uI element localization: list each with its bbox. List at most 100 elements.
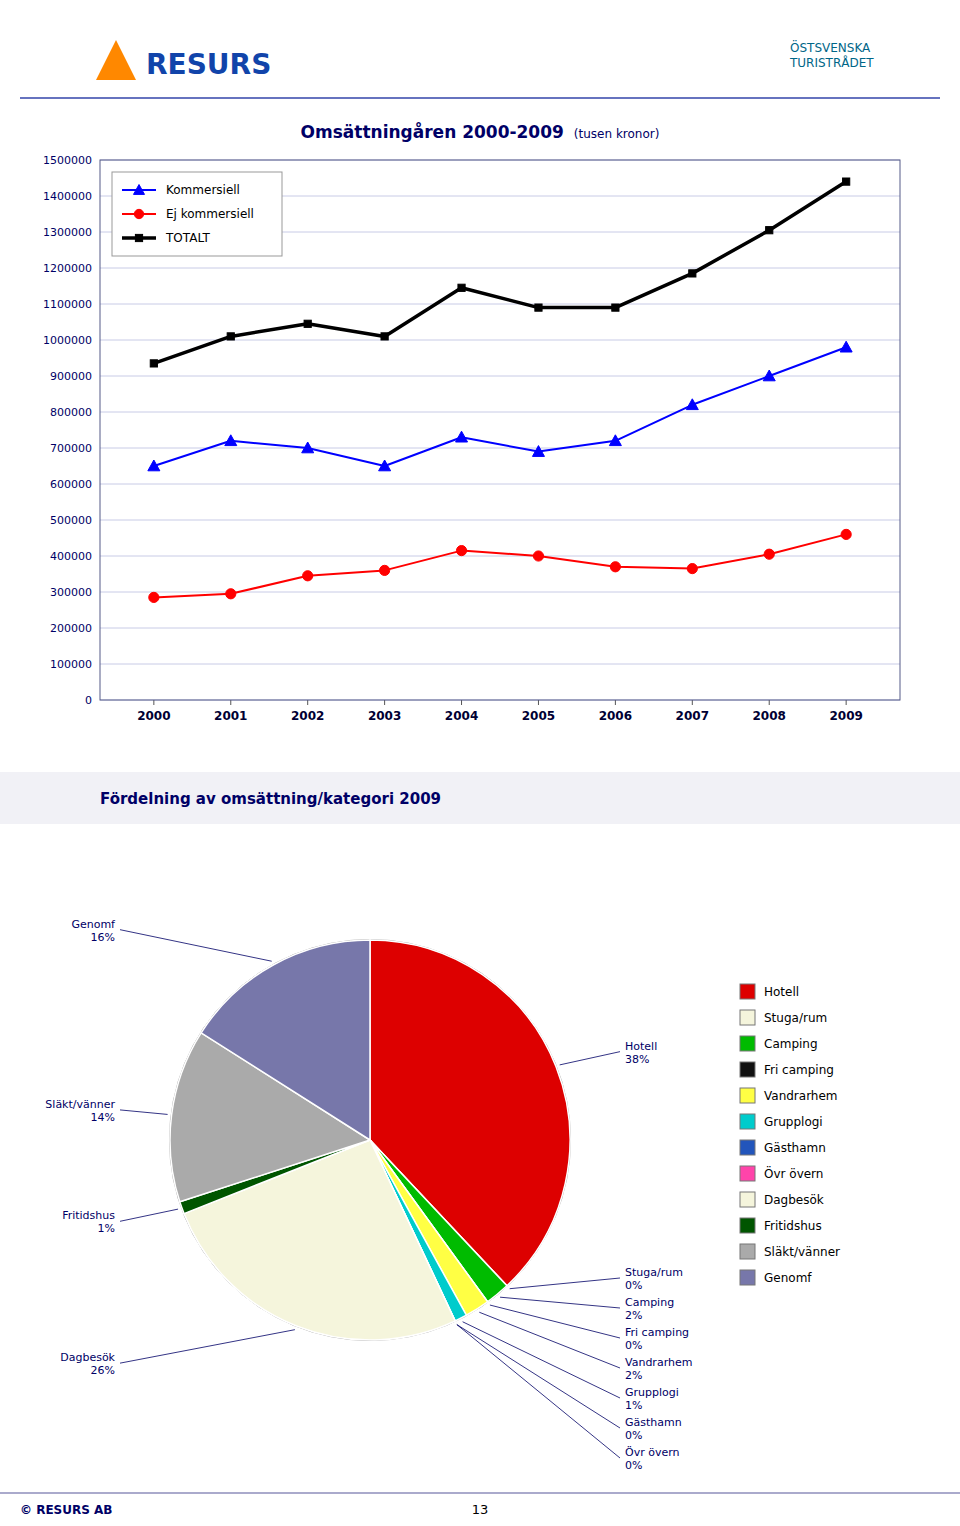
series-line	[154, 347, 846, 466]
y-tick-label: 300000	[50, 586, 92, 599]
data-label-value: 14%	[91, 1111, 115, 1124]
y-tick-label: 700000	[50, 442, 92, 455]
tick-mark	[461, 700, 462, 705]
legend-swatch	[740, 1036, 755, 1051]
y-tick-label: 400000	[50, 550, 92, 563]
legend-swatch	[740, 1114, 755, 1129]
label-leader	[463, 1322, 620, 1398]
data-label: Stuga/rum0%	[625, 1266, 683, 1292]
footer-page: 13	[472, 1502, 489, 1517]
point-marker	[304, 320, 311, 327]
grid-line	[100, 556, 900, 557]
axes: 0100000200000300000400000500000600000700…	[43, 154, 900, 723]
legend-swatch	[740, 1140, 755, 1155]
data-label-value: 2%	[625, 1309, 642, 1322]
header-logo: RESURS	[146, 48, 271, 81]
tick-mark	[538, 700, 539, 705]
pie-slice	[201, 940, 370, 1140]
legend-label: Övr övern	[764, 1165, 823, 1181]
legend-swatch	[740, 1244, 755, 1259]
point-marker	[456, 431, 468, 442]
data-label-name: Vandrarhem	[625, 1356, 692, 1369]
series-line	[154, 534, 846, 597]
legend-marker	[134, 185, 145, 195]
point-marker	[225, 435, 237, 446]
grid-line	[100, 628, 900, 629]
point-marker	[149, 592, 159, 602]
data-label-value: 0%	[625, 1459, 642, 1472]
point-marker	[687, 564, 697, 574]
point-marker	[689, 270, 696, 277]
legend-swatch	[740, 984, 755, 999]
point-marker	[379, 460, 391, 471]
data-label-name: Gästhamn	[625, 1416, 682, 1429]
data-label-name: Camping	[625, 1296, 674, 1309]
grid-line	[100, 448, 900, 449]
data-label-name: Fritidshus	[62, 1209, 115, 1222]
legend-label: Genomf	[764, 1271, 812, 1285]
point-marker	[456, 546, 466, 556]
grid-line	[100, 592, 900, 593]
data-label: Grupplogi1%	[625, 1386, 679, 1412]
point-marker	[227, 333, 234, 340]
grid-line	[100, 376, 900, 377]
x-tick-label: 2002	[291, 709, 324, 723]
y-tick-label: 200000	[50, 622, 92, 635]
header-rule	[20, 97, 940, 99]
data-label: Camping2%	[625, 1296, 674, 1322]
data-label: Genomf16%	[71, 918, 116, 944]
data-label-name: Grupplogi	[625, 1386, 679, 1399]
legend-swatch	[740, 1010, 755, 1025]
chart-title: Fördelning av omsättning/kategori 2009	[100, 790, 441, 808]
grid-line	[100, 484, 900, 485]
data-label: Hotell38%	[625, 1040, 657, 1066]
data-label: Fri camping0%	[625, 1326, 689, 1352]
data-label: Övr övern0%	[625, 1446, 680, 1472]
label-leader	[120, 1110, 168, 1115]
legend-swatch	[740, 1166, 755, 1181]
label-leader	[120, 930, 272, 962]
legend: KommersiellEj kommersiellTOTALT	[112, 172, 282, 256]
data-label-name: Släkt/vänner	[45, 1098, 115, 1111]
x-tick-label: 2000	[137, 709, 170, 723]
legend-swatch	[740, 1088, 755, 1103]
grid-line	[100, 520, 900, 521]
point-marker	[532, 446, 544, 457]
label-leader	[490, 1305, 620, 1338]
data-label-name: Stuga/rum	[625, 1266, 683, 1279]
x-tick-label: 2006	[599, 709, 632, 723]
point-marker	[612, 304, 619, 311]
x-tick-label: 2008	[753, 709, 786, 723]
legend-label: Camping	[764, 1037, 818, 1051]
legend-label: Släkt/vänner	[764, 1245, 840, 1259]
header-org-line: ÖSTSVENSKA	[790, 39, 871, 55]
legend-label: Fri camping	[764, 1063, 834, 1077]
legend-label: Vandrarhem	[764, 1089, 838, 1103]
label-leader	[457, 1325, 620, 1428]
legend: Hotell Stuga/rum Camping Fri camping Vandrar…	[740, 984, 840, 1285]
chart-title-group: Omsättningåren 2000-2009(tusen kronor)	[301, 121, 660, 142]
point-marker	[533, 551, 543, 561]
data-label-value: 0%	[625, 1339, 642, 1352]
legend-swatch	[740, 1062, 755, 1077]
x-tick-label: 2009	[829, 709, 862, 723]
point-marker	[841, 529, 851, 539]
legend-swatch	[740, 1218, 755, 1233]
point-marker	[380, 565, 390, 575]
data-label-name: Genomf	[71, 918, 116, 931]
tick-mark	[846, 700, 847, 705]
x-tick-label: 2007	[676, 709, 709, 723]
legend-label: Hotell	[764, 985, 799, 999]
data-labels: Hotell38%Stuga/rum0%Camping2%Fri camping…	[45, 918, 692, 1472]
legend-label: Ej kommersiell	[166, 207, 254, 221]
legend-label: Gästhamn	[764, 1141, 826, 1155]
chart-title: Omsättningåren 2000-2009	[301, 121, 564, 142]
legend-label: Stuga/rum	[764, 1011, 827, 1025]
legend-marker	[134, 209, 143, 218]
x-tick-label: 2003	[368, 709, 401, 723]
legend-marker	[135, 234, 142, 241]
grid-line	[100, 664, 900, 665]
data-label-value: 38%	[625, 1053, 649, 1066]
point-marker	[763, 370, 775, 381]
label-leader	[120, 1209, 178, 1221]
